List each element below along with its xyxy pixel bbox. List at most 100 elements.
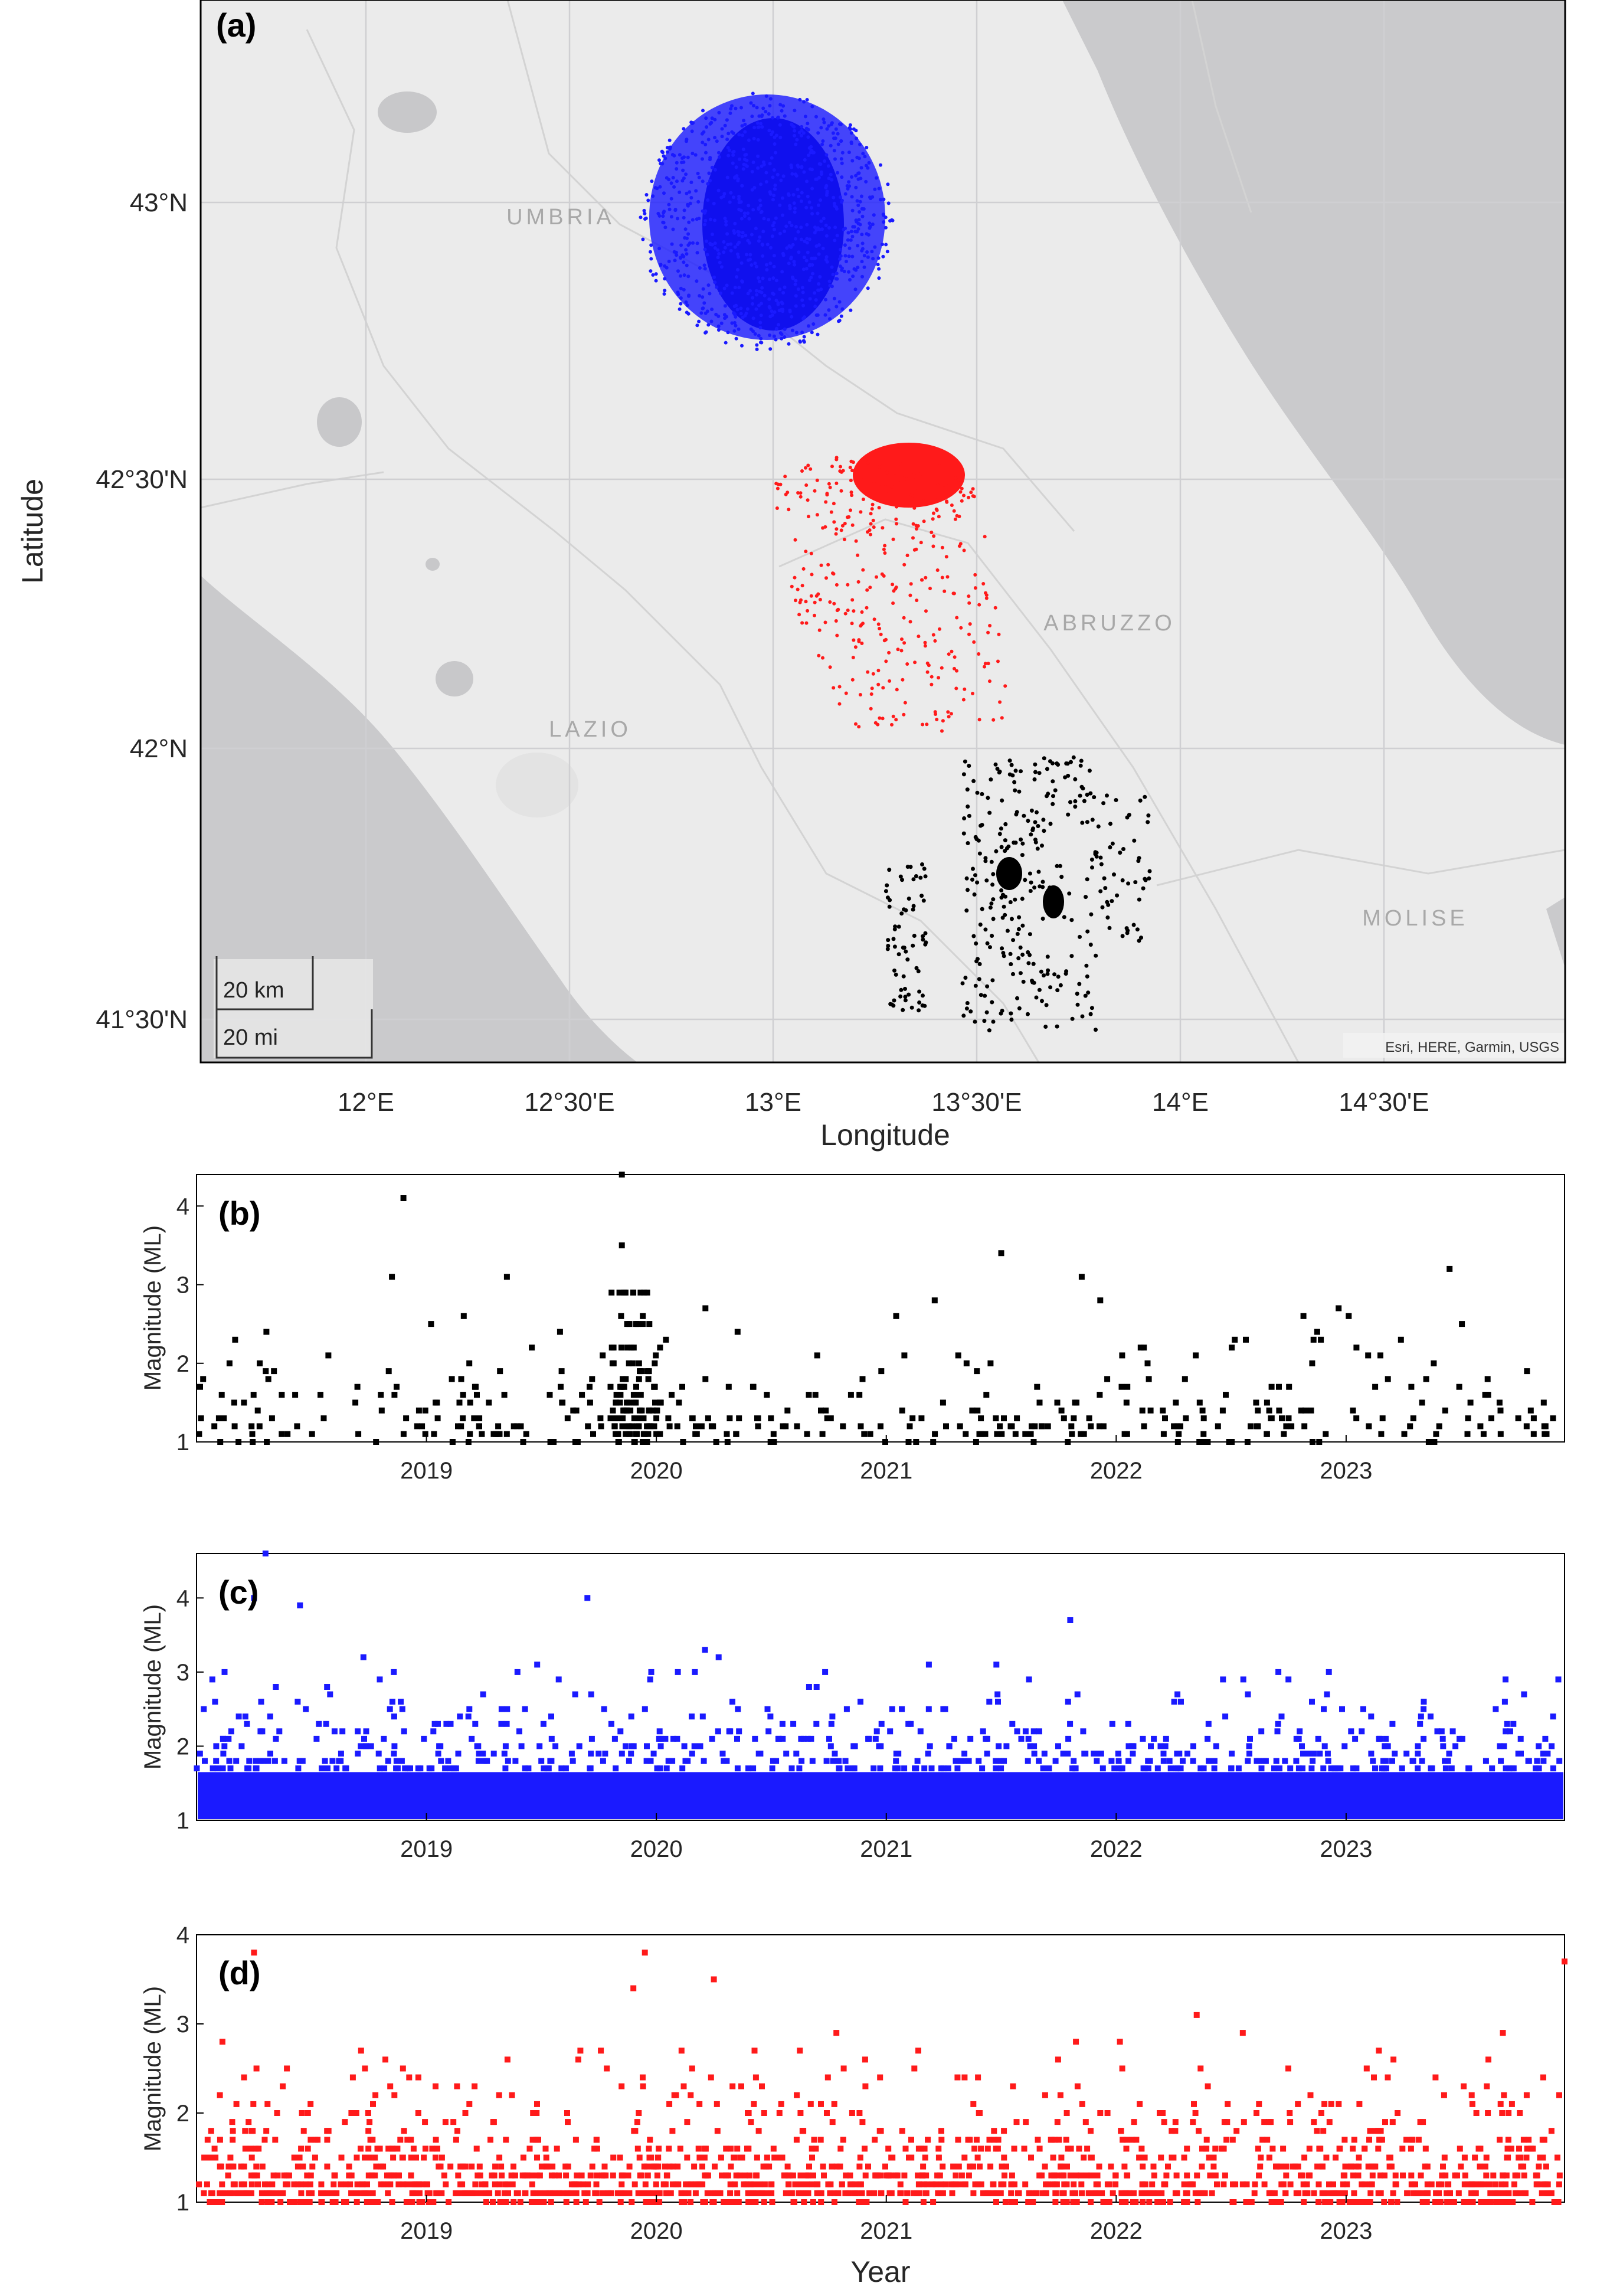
event-marker — [1276, 1407, 1282, 1414]
event-marker — [1381, 1765, 1387, 1772]
epicenter-dot — [807, 153, 810, 158]
epicenter-dot — [796, 587, 800, 591]
epicenter-dot — [1105, 900, 1110, 904]
event-marker — [273, 1684, 279, 1690]
epicenter-dot — [643, 211, 647, 215]
epicenter-dot — [860, 214, 865, 218]
epicenter-dot — [813, 231, 817, 235]
event-marker — [1146, 2199, 1153, 2205]
epicenter-dot — [759, 182, 763, 187]
epicenter-dot — [758, 235, 762, 239]
plot-frame — [196, 1174, 1565, 1443]
event-marker — [1030, 1439, 1037, 1445]
event-marker — [1041, 1751, 1048, 1757]
event-marker — [534, 2172, 540, 2179]
event-marker — [430, 1728, 437, 1735]
event-marker — [518, 1743, 525, 1749]
epicenter-dot — [868, 221, 872, 225]
epicenter-dot — [773, 183, 777, 187]
event-marker — [912, 1765, 918, 1772]
attribution-background — [1343, 1033, 1565, 1058]
event-marker — [369, 2190, 376, 2196]
epicenter-dot — [653, 186, 657, 190]
event-marker — [1054, 2119, 1061, 2125]
epicenter-dot — [944, 483, 948, 488]
event-marker — [360, 1654, 366, 1660]
event-marker — [261, 2137, 268, 2143]
event-marker — [495, 2190, 501, 2196]
event-marker — [1305, 1751, 1311, 1757]
event-marker — [770, 1431, 777, 1437]
event-marker — [1190, 1743, 1196, 1749]
event-marker — [1032, 1423, 1038, 1430]
event-marker — [449, 1439, 456, 1445]
event-marker — [641, 2163, 647, 2170]
event-marker — [822, 1669, 829, 1675]
epicenter-dot — [988, 905, 993, 910]
event-marker — [1067, 1721, 1074, 1727]
event-marker — [862, 2083, 869, 2089]
event-marker — [728, 2145, 734, 2152]
epicenter-dot — [729, 107, 733, 111]
event-marker — [836, 1765, 843, 1772]
event-marker — [1051, 2172, 1058, 2179]
event-marker — [784, 1407, 791, 1414]
epicenter-dot — [877, 276, 881, 280]
event-marker — [1030, 2199, 1036, 2205]
event-marker — [637, 1289, 644, 1296]
epicenter-dot — [1013, 788, 1017, 793]
epicenter-dot — [742, 119, 746, 123]
event-marker — [1211, 1765, 1218, 1772]
event-marker — [653, 1352, 659, 1359]
epicenter-dot — [741, 133, 745, 138]
event-marker — [1346, 1313, 1352, 1319]
event-marker — [496, 2092, 502, 2098]
epicenter-dot — [679, 286, 683, 290]
event-marker — [1403, 1751, 1410, 1757]
event-marker — [402, 1765, 408, 1772]
event-marker — [1055, 2056, 1061, 2063]
event-marker — [1363, 2199, 1369, 2205]
epicenter-dot — [734, 165, 738, 169]
event-marker — [814, 1352, 820, 1359]
epicenter-dot — [756, 166, 760, 170]
event-marker — [623, 1376, 629, 1382]
event-marker — [818, 2190, 824, 2196]
event-marker — [669, 1392, 675, 1398]
epicenter-dot — [867, 161, 871, 165]
event-marker — [522, 1765, 528, 1772]
event-marker — [788, 2190, 795, 2196]
event-marker — [250, 2128, 256, 2134]
event-marker — [246, 1765, 252, 1772]
event-marker — [430, 2199, 437, 2205]
event-marker — [1009, 2181, 1015, 2187]
epicenter-dot — [850, 208, 855, 212]
epicenter-dot — [728, 200, 732, 204]
epicenter-dot — [884, 499, 888, 503]
epicenter-dot — [832, 686, 836, 690]
event-marker — [809, 2181, 815, 2187]
event-marker — [1144, 1360, 1151, 1366]
event-marker — [955, 1352, 961, 1359]
event-marker — [643, 1758, 650, 1764]
epicenter-dot — [712, 275, 716, 279]
event-marker — [788, 1765, 795, 1772]
event-marker — [1053, 2181, 1060, 2187]
event-marker — [657, 1345, 663, 1351]
event-marker — [406, 2074, 413, 2081]
event-marker — [653, 1407, 660, 1414]
event-marker — [555, 1676, 562, 1683]
event-marker — [918, 2145, 924, 2152]
epicenter-dot — [680, 156, 685, 160]
event-marker — [1171, 1699, 1177, 1705]
event-marker — [447, 1765, 454, 1772]
event-marker — [1034, 1384, 1040, 1390]
event-marker — [1007, 1423, 1014, 1430]
epicenter-dot — [1088, 1012, 1093, 1016]
event-marker — [636, 1376, 642, 1382]
event-marker — [211, 2199, 218, 2205]
event-marker — [546, 1392, 553, 1398]
epicenter-dot — [734, 323, 738, 328]
north-cluster-points — [639, 91, 895, 351]
event-marker — [1202, 1439, 1208, 1445]
